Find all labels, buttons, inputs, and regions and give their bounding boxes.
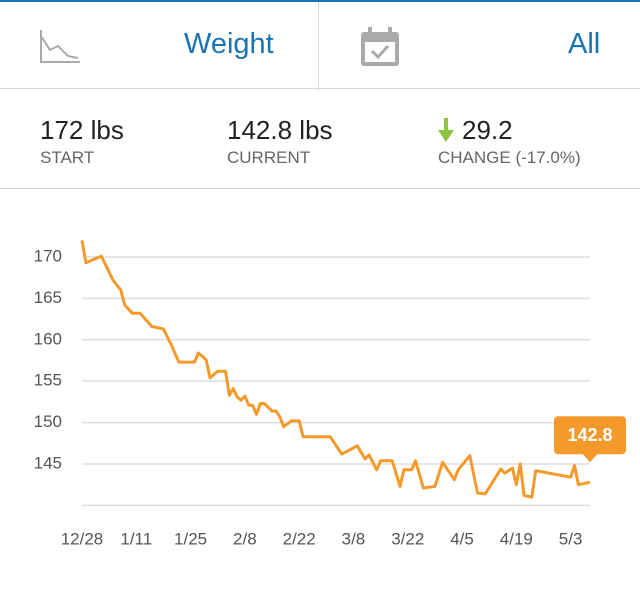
- x-tick-label: 4/19: [500, 529, 533, 548]
- stat-value: 172 lbs: [40, 115, 124, 145]
- top-bar: Weight All: [0, 0, 640, 91]
- y-tick-label: 165: [34, 288, 62, 307]
- stat-label: CHANGE (-17.0%): [438, 148, 581, 167]
- tooltip-label: 142.8: [567, 425, 612, 445]
- calendar-icon[interactable]: [358, 26, 402, 68]
- y-tick-label: 145: [34, 453, 62, 472]
- x-tick-label: 2/22: [283, 529, 316, 548]
- range-selector[interactable]: All: [568, 28, 601, 60]
- x-tick-label: 5/3: [559, 529, 583, 548]
- divider: [318, 2, 319, 91]
- stat-label: START: [40, 148, 95, 167]
- down-arrow: [438, 118, 454, 142]
- stat-value: 142.8 lbs: [227, 115, 333, 145]
- chart-icon[interactable]: [38, 28, 82, 66]
- y-tick-label: 160: [34, 329, 62, 348]
- x-tick-label: 4/5: [450, 529, 474, 548]
- y-tick-label: 150: [34, 412, 62, 431]
- weight-line: [80, 240, 591, 499]
- x-tick-label: 3/22: [391, 529, 424, 548]
- stat-value: 29.2: [462, 115, 513, 145]
- y-tick-label: 155: [34, 371, 62, 390]
- tooltip-box: [554, 416, 626, 455]
- stats: 172 lbs START 142.8 lbs CURRENT 29.2 CHA…: [0, 89, 640, 189]
- tooltip: 142.8: [554, 416, 626, 463]
- x-tick-label: 1/25: [174, 529, 207, 548]
- metric-selector[interactable]: Weight: [184, 28, 274, 60]
- y-tick-label: 170: [34, 246, 62, 265]
- x-tick-label: 12/28: [61, 529, 104, 548]
- x-tick-label: 2/8: [233, 529, 257, 548]
- tooltip-pointer: [582, 453, 598, 463]
- stat-label: CURRENT: [227, 148, 311, 167]
- x-tick-label: 1/11: [120, 529, 152, 548]
- x-tick-label: 3/8: [342, 529, 366, 548]
